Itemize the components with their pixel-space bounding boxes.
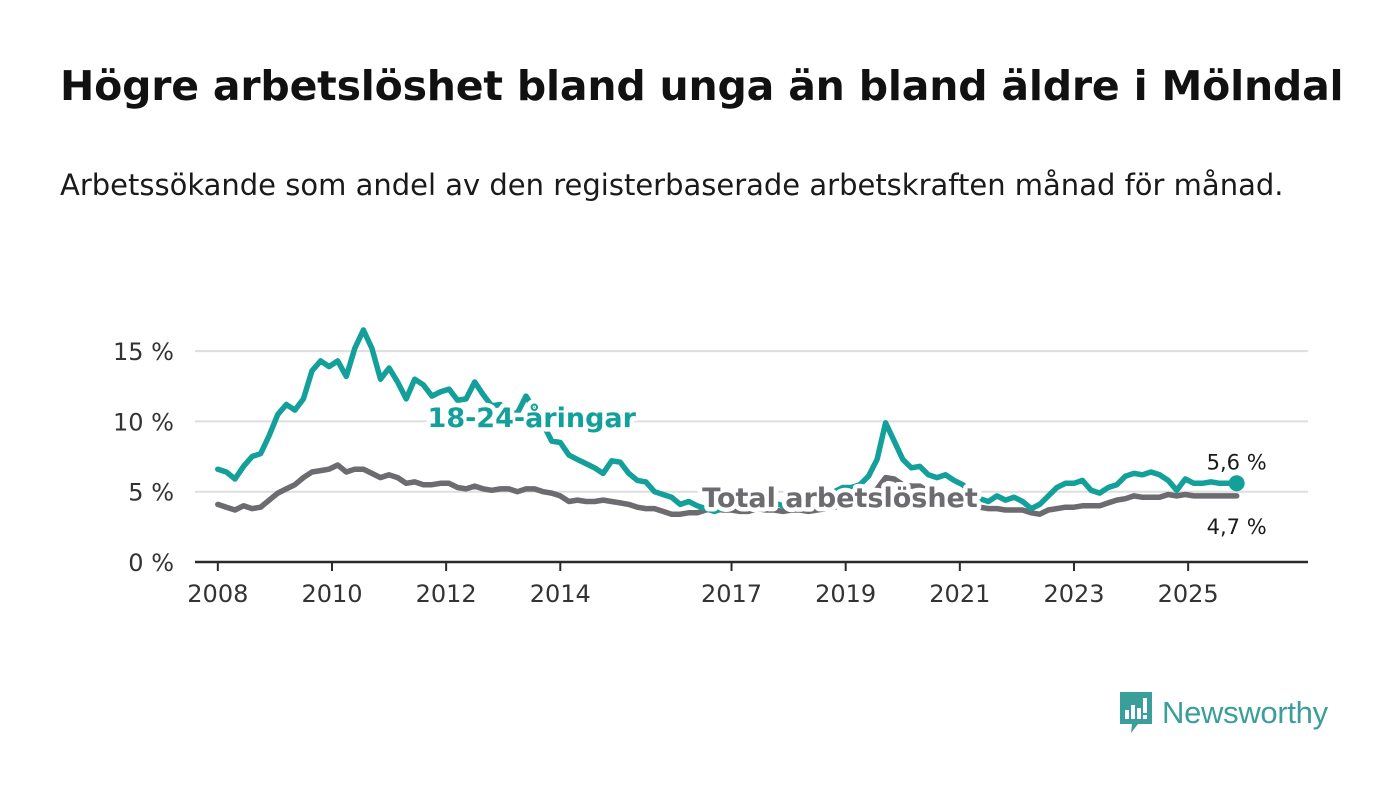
chart-subtitle: Arbetssökande som andel av den registerb… [60,168,1284,202]
youth-end-point [1228,475,1245,492]
x-tick-label: 2019 [815,580,876,608]
youth-series-label: 18-24-åringar [428,402,637,434]
x-tick-label: 2008 [187,580,248,608]
y-tick-label: 0 % [128,549,174,577]
newsworthy-logo-icon [1120,692,1152,733]
brand-name: Newsworthy [1162,695,1328,730]
series-lines [215,327,1240,517]
x-tick-label: 2023 [1043,580,1104,608]
series-line-youth [215,327,1240,515]
y-tick-label: 10 % [113,408,174,436]
x-tick-label: 2017 [701,580,762,608]
total-end-label: 4,7 % [1207,515,1267,539]
youth-end-label: 5,6 % [1207,450,1267,474]
axes: 0 % 5 % 10 % 15 % 2008 2010 2012 2014 2017 2019 20… [113,338,1308,608]
y-tick-label: 15 % [113,338,174,366]
x-tick-label: 2012 [416,580,477,608]
gridlines [195,350,1308,493]
newsworthy-brand: Newsworthy [1118,690,1328,736]
series-labels: 5,6 % 4,7 % 18-24-åringar Total arbetslöshe… [423,398,1267,539]
chart-title: Högre arbetslöshet bland unga än bland ä… [60,62,1344,110]
y-tick-label: 5 % [128,479,174,507]
total-series-label: Total arbetslöshet [702,483,978,514]
x-tick-label: 2021 [929,580,990,608]
x-tick-label: 2014 [530,580,591,608]
x-tick-label: 2025 [1158,580,1219,608]
x-tick-label: 2010 [301,580,362,608]
